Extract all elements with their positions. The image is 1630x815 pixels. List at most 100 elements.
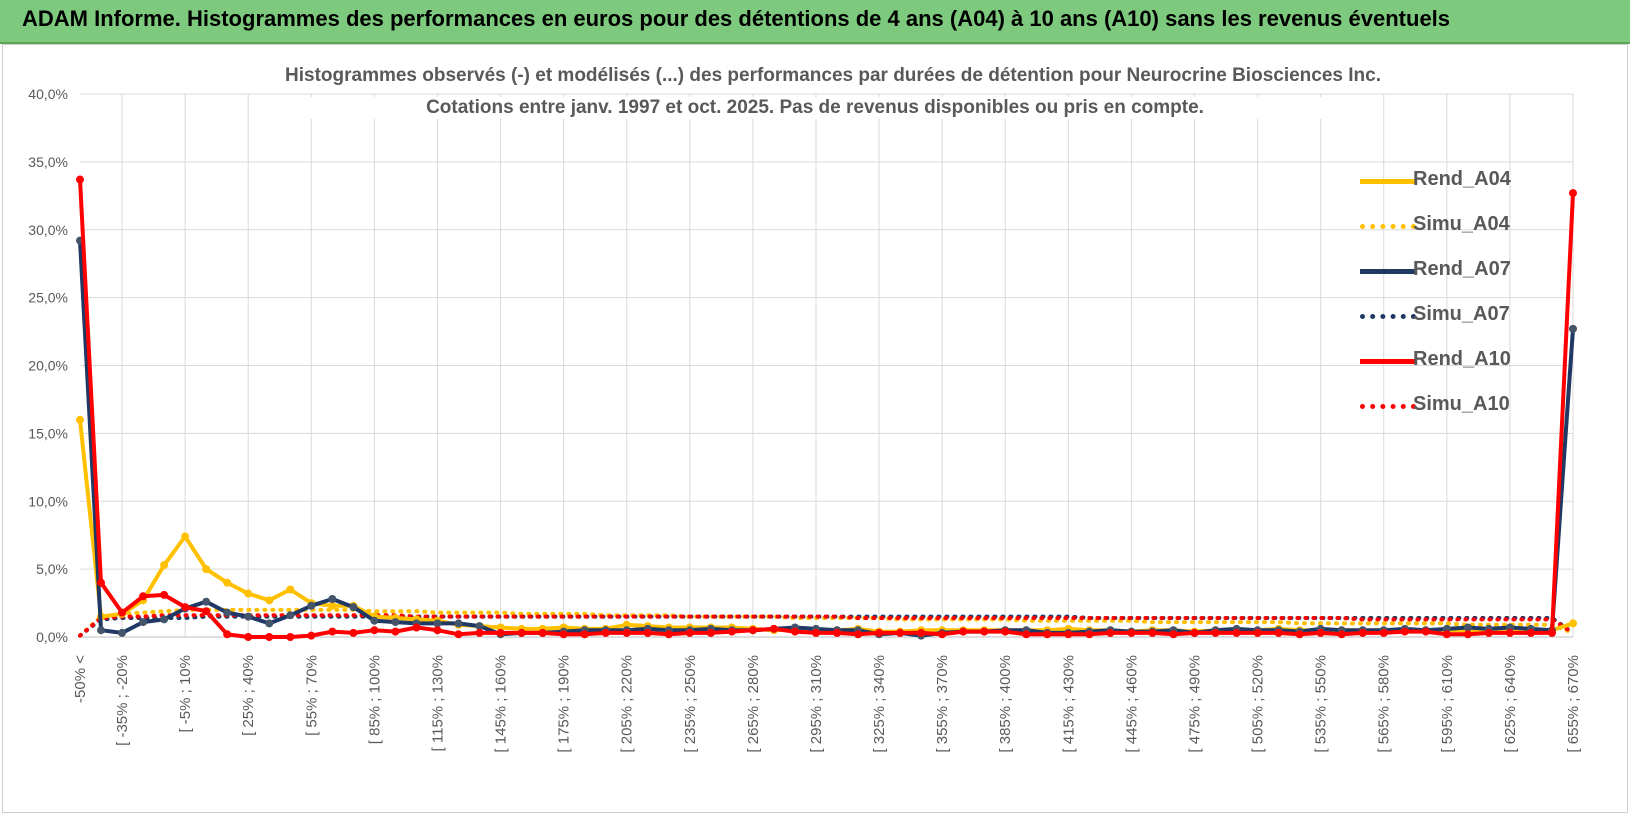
data-point xyxy=(307,601,316,610)
data-point xyxy=(1043,630,1052,639)
y-tick-label: 15,0% xyxy=(28,425,68,441)
y-tick-label: 0,0% xyxy=(36,629,68,645)
legend-item: Rend_A07 xyxy=(1355,256,1535,286)
x-tick-label: [ 445% ; 460% xyxy=(1123,655,1140,753)
data-point xyxy=(454,619,463,628)
data-point xyxy=(139,618,148,627)
data-point xyxy=(475,622,484,631)
data-point xyxy=(118,608,127,617)
data-point xyxy=(349,603,358,612)
data-point xyxy=(685,628,694,637)
data-point xyxy=(769,624,778,633)
data-point xyxy=(76,175,84,184)
data-point xyxy=(1022,630,1031,639)
y-tick-label: 20,0% xyxy=(28,358,68,374)
data-point xyxy=(160,615,169,624)
chart-area xyxy=(2,44,1628,813)
data-point xyxy=(475,628,484,637)
data-point xyxy=(244,589,253,598)
x-tick-label: [ -5% ; 10% xyxy=(177,655,194,733)
x-tick-label: [ 355% ; 370% xyxy=(934,655,951,753)
x-tick-label: [ 115% ; 130% xyxy=(429,655,446,751)
series-Rend_A07 xyxy=(76,236,1577,640)
legend-item: Rend_A04 xyxy=(1355,166,1535,196)
data-point xyxy=(1148,628,1157,637)
data-point xyxy=(454,630,463,639)
data-point xyxy=(1463,630,1472,639)
legend-swatch xyxy=(1360,269,1416,274)
series-line xyxy=(78,240,1575,638)
legend-label: Simu_A10 xyxy=(1413,393,1510,415)
data-point xyxy=(1569,189,1577,198)
x-tick-label: [ 505% ; 520% xyxy=(1250,655,1267,753)
data-point xyxy=(538,628,547,637)
data-point xyxy=(896,628,905,637)
legend-item: Simu_A10 xyxy=(1355,391,1535,421)
banner-title: ADAM Informe. Histogrammes des performan… xyxy=(22,6,1451,31)
chart-title-line-2: Cotations entre janv. 1997 et oct. 2025.… xyxy=(285,97,1345,119)
data-point xyxy=(1484,628,1493,637)
data-point xyxy=(370,626,379,635)
legend-label: Simu_A07 xyxy=(1413,303,1510,325)
data-point xyxy=(97,626,106,635)
data-point xyxy=(391,618,400,627)
x-tick-label: [ 565% ; 580% xyxy=(1376,655,1393,753)
data-point xyxy=(1505,628,1514,637)
data-point xyxy=(181,603,190,612)
legend-swatch xyxy=(1360,359,1416,364)
chart-title-line-1: Histogrammes observés (-) et modélisés (… xyxy=(285,65,1381,87)
legend-label: Simu_A04 xyxy=(1413,213,1510,235)
y-tick-label: 30,0% xyxy=(28,222,68,238)
x-tick-label: [ 385% ; 400% xyxy=(997,655,1014,753)
y-tick-label: 25,0% xyxy=(28,290,68,306)
x-tick-label: -50% < xyxy=(72,655,89,703)
data-point xyxy=(244,633,253,641)
data-point xyxy=(412,623,421,632)
data-point xyxy=(265,619,274,628)
legend-label: Rend_A07 xyxy=(1413,258,1511,280)
data-point xyxy=(643,628,652,637)
legend-label: Rend_A10 xyxy=(1413,348,1511,370)
data-point xyxy=(517,628,526,637)
x-tick-label: [ 55% ; 70% xyxy=(303,655,320,736)
data-point xyxy=(1442,630,1451,639)
data-point xyxy=(1337,630,1346,639)
legend-swatch xyxy=(1360,314,1416,319)
data-point xyxy=(790,627,799,636)
data-point xyxy=(328,601,337,610)
data-point xyxy=(938,630,947,639)
data-point xyxy=(1064,630,1073,639)
data-point xyxy=(559,630,568,639)
data-point xyxy=(202,565,211,574)
data-point xyxy=(1127,628,1136,637)
data-point xyxy=(580,630,589,639)
data-point xyxy=(244,612,253,621)
data-point xyxy=(370,616,379,625)
data-point xyxy=(1295,630,1304,639)
data-point xyxy=(202,607,211,616)
data-point xyxy=(1190,628,1199,637)
header-banner: ADAM Informe. Histogrammes des performan… xyxy=(0,0,1630,44)
y-tick-label: 10,0% xyxy=(28,493,68,509)
data-point xyxy=(328,627,337,636)
data-point xyxy=(139,592,148,601)
data-point xyxy=(980,627,989,636)
legend-label: Rend_A04 xyxy=(1413,168,1511,190)
data-point xyxy=(917,628,926,637)
data-point xyxy=(664,630,673,639)
data-point xyxy=(1232,628,1241,637)
data-point xyxy=(622,628,631,637)
data-point xyxy=(223,578,232,587)
legend-item: Simu_A07 xyxy=(1355,301,1535,331)
data-point xyxy=(160,590,169,599)
series-line xyxy=(78,179,1575,639)
data-point xyxy=(286,585,295,594)
legend-swatch xyxy=(1360,404,1416,409)
data-point xyxy=(349,628,358,637)
data-point xyxy=(223,608,232,617)
x-tick-label: [ 235% ; 250% xyxy=(682,655,699,753)
data-point xyxy=(1253,628,1262,637)
data-point xyxy=(223,630,232,639)
data-point xyxy=(391,627,400,636)
legend-swatch xyxy=(1360,179,1416,184)
